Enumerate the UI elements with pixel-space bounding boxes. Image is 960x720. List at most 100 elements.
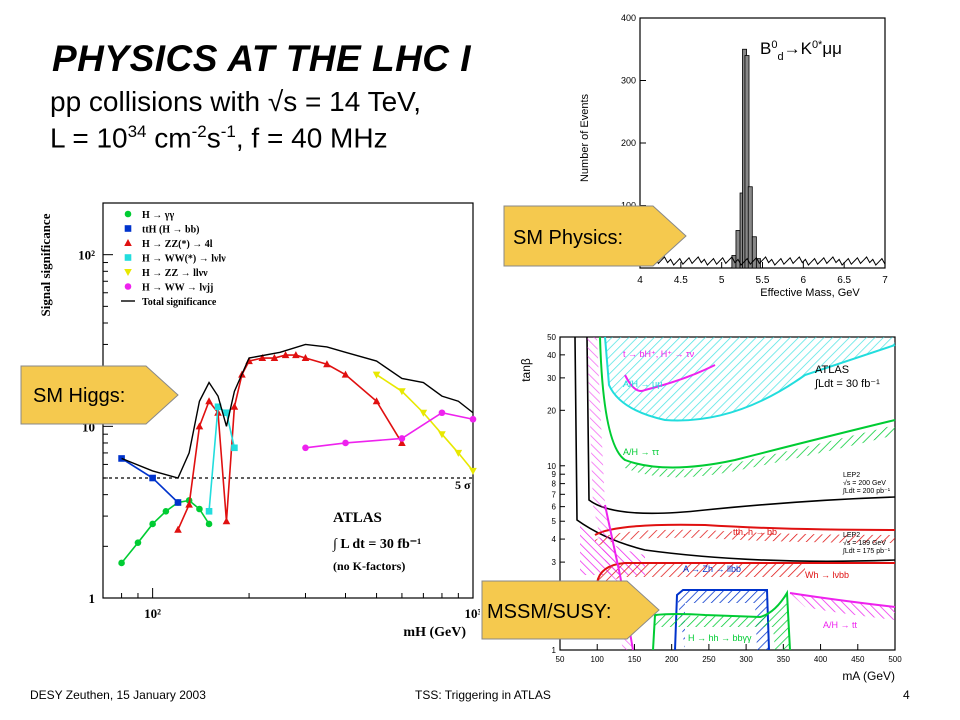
five-sigma-label: 5 σ xyxy=(455,478,471,492)
higgs-point xyxy=(258,354,267,362)
mssm-y-axis-label: tanβ xyxy=(519,358,533,382)
mssm-channel-labels: t → bH⁺, H⁺ → τν A/H → μμ A/H → ττ tth, h →… xyxy=(623,349,858,643)
mssm-atlas-label: ATLAS xyxy=(815,364,849,376)
higgs-point xyxy=(302,444,309,452)
bphys-x-tick-label: 5 xyxy=(719,275,725,286)
bphys-bar xyxy=(751,236,757,269)
legend-marker xyxy=(124,283,132,290)
bphys-x-tick-label: 4.5 xyxy=(674,275,688,286)
mssm-y-tick-label: 7 xyxy=(552,490,557,499)
charged-higgs-hatched-region xyxy=(587,337,633,650)
callout-shape xyxy=(481,580,660,640)
mumu-hatched-region xyxy=(605,337,895,421)
svg-text:∫Ldt = 175 pb⁻¹: ∫Ldt = 175 pb⁻¹ xyxy=(842,548,891,555)
higgs-point xyxy=(230,402,239,410)
mssm-x-tick-label: 350 xyxy=(777,655,791,664)
legend-label: H → WW → lνjj xyxy=(142,283,213,294)
lep-label-189: LEP2 √s = 189 GeV ∫Ldt = 175 pb⁻¹ xyxy=(842,532,891,555)
bphys-frame xyxy=(639,17,886,269)
bphys-x-tick-label: 7 xyxy=(882,275,888,286)
higgs-point xyxy=(205,397,213,405)
mssm-lumi-label: ∫Ldt = 30 fb⁻¹ xyxy=(814,378,880,390)
mssm-y-tick-label: 30 xyxy=(547,374,556,383)
higgs-y-tick-label: 1 xyxy=(89,591,96,606)
tbh-contour xyxy=(624,364,716,392)
tt-contour xyxy=(789,592,896,608)
higgs-point xyxy=(118,559,125,567)
footer-page-number: 4 xyxy=(903,688,910,702)
legend-label: Total significance xyxy=(142,297,217,308)
mssm-channel-label: A/H → ττ xyxy=(623,447,660,457)
bphys-y-tick-label: 400 xyxy=(621,13,636,23)
bphys-x-tick-label: 6.5 xyxy=(837,275,851,286)
mssm-susy-callout: MSSM/SUSY: xyxy=(481,580,660,640)
higgs-x-tick-label: 10² xyxy=(144,606,161,621)
higgs-series-line xyxy=(376,373,474,472)
higgs-point xyxy=(292,351,300,359)
sm-higgs-callout: SM Higgs: xyxy=(20,365,179,425)
higgs-point xyxy=(270,354,279,362)
higgs-atlas-label: ATLAS xyxy=(333,510,382,526)
legend-marker xyxy=(124,269,132,276)
higgs-point xyxy=(222,517,231,525)
higgs-point xyxy=(341,370,350,378)
legend-label: H → WW(*) → lνlν xyxy=(142,254,226,265)
mssm-y-tick-label: 9 xyxy=(552,470,557,479)
subtitle-line-2: L = 1034 cm-2s-1, f = 40 MHz xyxy=(50,122,388,154)
mssm-y-tick-label: 20 xyxy=(547,406,556,415)
bphys-histogram: 44.555.566.57100200300400 B0d→K0*μμ Numb… xyxy=(579,13,888,298)
higgs-point xyxy=(231,444,238,452)
legend-marker xyxy=(124,210,132,218)
legend-label: ttH (H → bb) xyxy=(142,225,200,236)
hh-contour xyxy=(652,589,791,651)
higgs-point xyxy=(205,520,213,528)
sm-physics-label: SM Physics: xyxy=(513,227,623,249)
higgs-point xyxy=(469,467,477,475)
legend-label: H → ZZ → llνν xyxy=(142,268,208,279)
higgs-y-axis-label: Signal significance xyxy=(38,213,53,316)
mssm-channel-label: A → Zh → llbb xyxy=(683,564,741,574)
higgs-point xyxy=(205,507,213,515)
mssm-x-axis-label: mA (GeV) xyxy=(842,669,895,683)
higgs-x-axis-label: mH (GeV) xyxy=(403,625,466,640)
tautau-hatched-region xyxy=(625,425,895,478)
higgs-point xyxy=(214,403,222,411)
bphys-bar xyxy=(755,258,761,269)
lep-label-200: LEP2 √s = 200 GeV ∫Ldt = 200 pb⁻¹ xyxy=(842,472,891,495)
slide-title: PHYSICS AT THE LHC I xyxy=(52,38,472,79)
higgs-point xyxy=(372,371,381,379)
mssm-x-tick-label: 150 xyxy=(628,655,642,664)
higgs-point xyxy=(149,474,156,482)
hh-hatched-region xyxy=(655,593,790,650)
higgs-series xyxy=(118,343,477,567)
bphys-y-axis-label: Number of Events xyxy=(579,93,591,182)
higgs-point xyxy=(301,354,310,362)
higgs-legend: H → γγ ttH (H → bb) H → ZZ(*) → 4l H → WW(*… xyxy=(121,210,226,308)
mssm-y-tick-label: 5 xyxy=(552,517,557,526)
subtitle-line-1: pp collisions with √s = 14 TeV, xyxy=(50,86,422,117)
higgs-point xyxy=(419,409,428,417)
higgs-point xyxy=(195,422,204,430)
higgs-point xyxy=(438,431,446,439)
higgs-point xyxy=(223,409,230,417)
higgs-point xyxy=(342,439,349,447)
bphys-bar xyxy=(744,55,750,269)
bphys-x-axis-label: Effective Mass, GeV xyxy=(760,287,860,298)
higgs-point xyxy=(323,360,331,368)
callout-shape xyxy=(503,205,687,267)
bphys-bars xyxy=(731,48,761,269)
zh-hatched-region xyxy=(677,590,769,650)
mssm-x-tick-label: 50 xyxy=(556,655,565,664)
higgs-point xyxy=(454,449,463,457)
svg-text:LEP2: LEP2 xyxy=(843,532,860,539)
tth-contour xyxy=(594,523,896,536)
bphys-background-line xyxy=(639,256,886,267)
higgs-point xyxy=(398,438,406,446)
bphys-y-tick-label: 200 xyxy=(621,138,636,148)
mssm-x-tick-label: 200 xyxy=(665,655,679,664)
mssm-y-tick-label: 4 xyxy=(552,535,557,544)
svg-text:√s = 189 GeV: √s = 189 GeV xyxy=(843,539,886,547)
svg-text:√s = 200 GeV: √s = 200 GeV xyxy=(843,479,886,487)
higgs-note-label: (no K-factors) xyxy=(333,559,405,573)
mssm-x-tick-label: 400 xyxy=(814,655,828,664)
